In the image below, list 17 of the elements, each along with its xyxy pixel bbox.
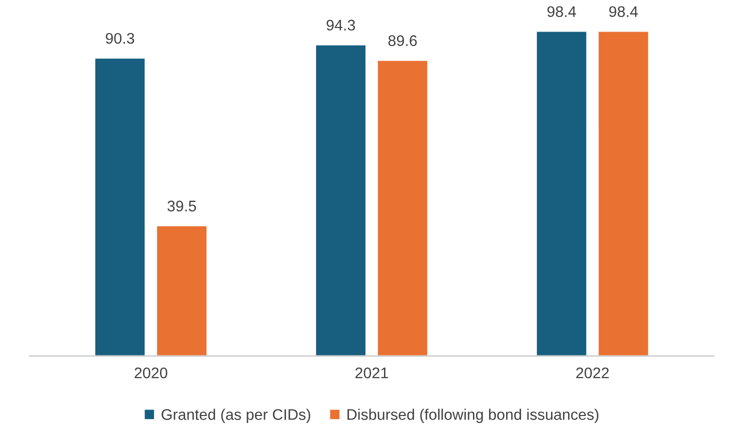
data-label: 90.3: [106, 32, 134, 44]
data-label: 98.4: [547, 6, 576, 18]
data-label: 98.4: [609, 6, 638, 18]
x-tick-label: 2022: [576, 368, 609, 378]
data-label: 94.3: [326, 20, 355, 31]
bar: [94, 57, 146, 356]
x-tick-label: 2021: [355, 368, 388, 378]
bar: [314, 44, 367, 356]
data-label: 89.6: [388, 35, 417, 46]
bar: [376, 60, 429, 356]
legend-label: Disbursed (following bond issuances): [348, 408, 598, 423]
bar: [156, 224, 208, 356]
x-tick-label: 2020: [134, 368, 168, 378]
bar: [535, 31, 588, 356]
legend-label: Granted (as per CIDs): [162, 408, 310, 423]
data-label: 39.5: [168, 200, 196, 212]
bar: [597, 31, 650, 356]
